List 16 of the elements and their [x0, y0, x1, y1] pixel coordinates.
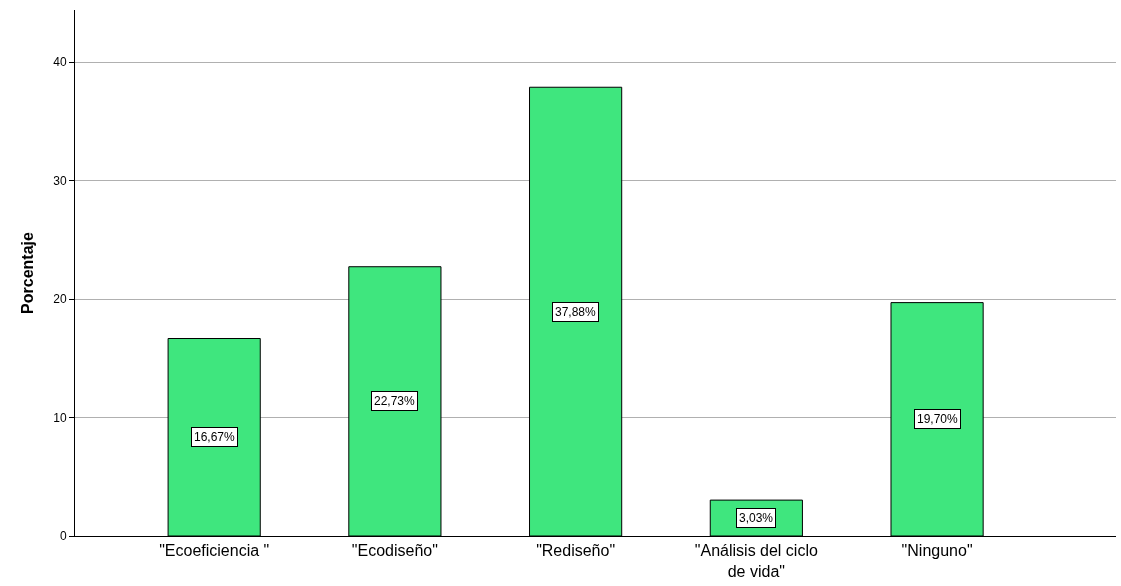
y-tick-label: 10	[53, 410, 67, 425]
y-tick-label: 20	[53, 292, 67, 307]
y-tick-label: 30	[53, 173, 67, 188]
y-axis-title: Porcentaje	[19, 231, 37, 314]
y-tick-label: 0	[59, 529, 67, 544]
x-tick-label: "Ecodiseño"	[351, 542, 438, 560]
data-label: 37,88%	[555, 305, 597, 319]
data-label: 16,67%	[194, 430, 236, 444]
data-label: 22,73%	[374, 394, 416, 408]
data-label: 3,03%	[739, 511, 774, 525]
x-tick-label: "Análisis del ciclo de vida"	[694, 542, 818, 580]
x-tick-label: "Ecoeficiencia "	[159, 542, 270, 560]
data-label: 19,70%	[917, 412, 959, 426]
y-tick-label: 40	[53, 55, 67, 70]
x-tick-label: "Ninguno"	[901, 542, 973, 560]
x-tick-label: "Rediseño"	[536, 542, 616, 560]
